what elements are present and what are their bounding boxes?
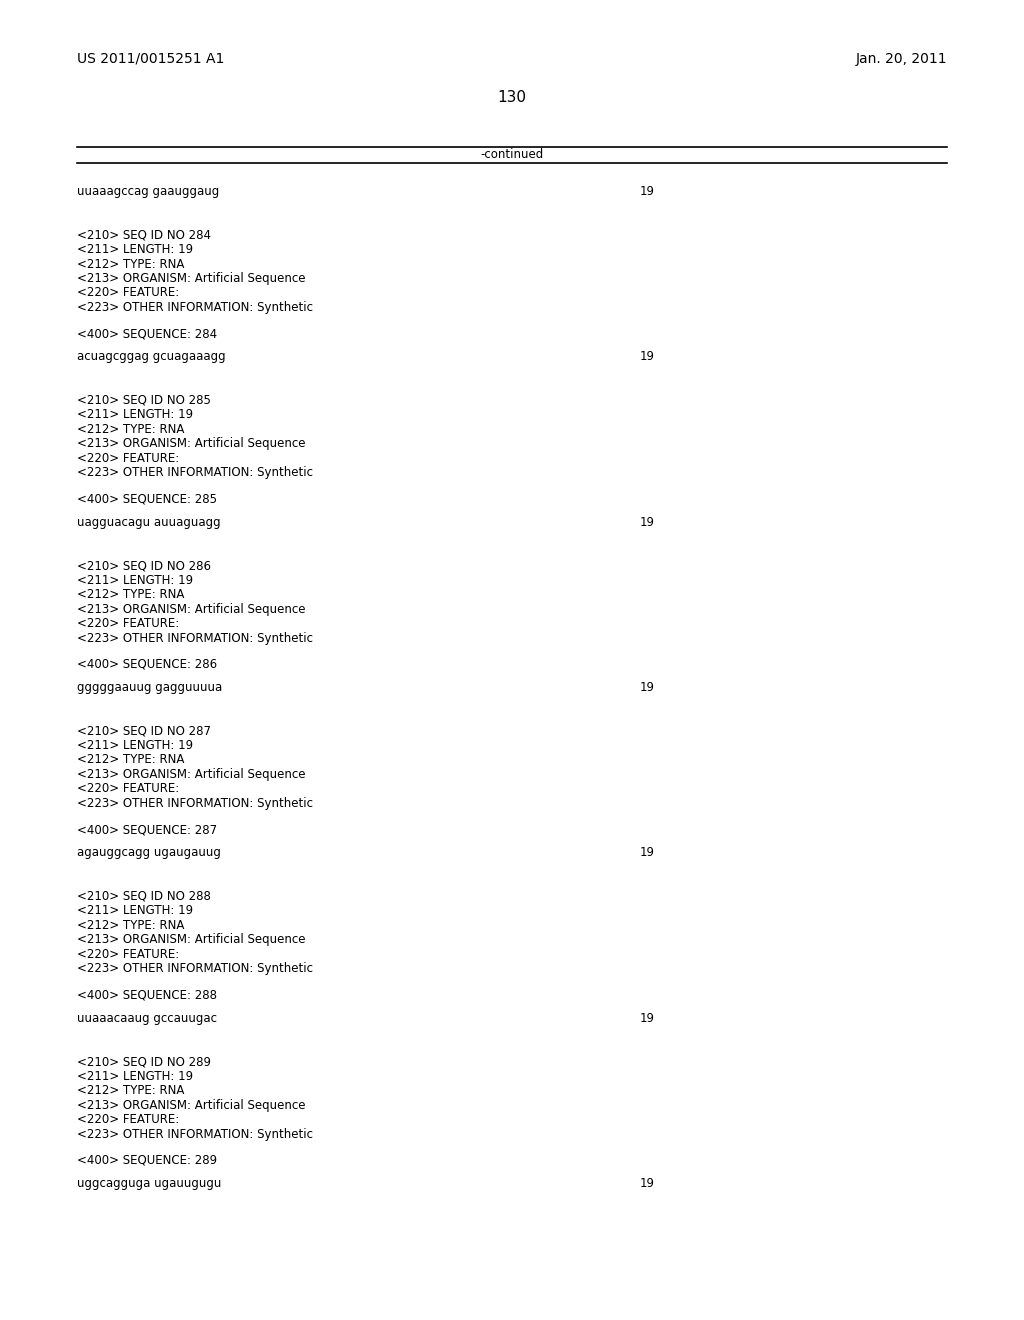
Text: <210> SEQ ID NO 284: <210> SEQ ID NO 284 <box>77 228 211 242</box>
Text: 19: 19 <box>640 350 655 363</box>
Text: <211> LENGTH: 19: <211> LENGTH: 19 <box>77 574 194 586</box>
Text: <210> SEQ ID NO 285: <210> SEQ ID NO 285 <box>77 393 211 407</box>
Text: <212> TYPE: RNA: <212> TYPE: RNA <box>77 257 184 271</box>
Text: <400> SEQUENCE: 289: <400> SEQUENCE: 289 <box>77 1154 217 1167</box>
Text: uagguacagu auuaguagg: uagguacagu auuaguagg <box>77 516 220 528</box>
Text: <223> OTHER INFORMATION: Synthetic: <223> OTHER INFORMATION: Synthetic <box>77 466 313 479</box>
Text: <220> FEATURE:: <220> FEATURE: <box>77 783 179 796</box>
Text: gggggaauug gagguuuua: gggggaauug gagguuuua <box>77 681 222 694</box>
Text: <220> FEATURE:: <220> FEATURE: <box>77 1113 179 1126</box>
Text: <213> ORGANISM: Artificial Sequence: <213> ORGANISM: Artificial Sequence <box>77 603 305 615</box>
Text: <212> TYPE: RNA: <212> TYPE: RNA <box>77 919 184 932</box>
Text: 19: 19 <box>640 516 655 528</box>
Text: <223> OTHER INFORMATION: Synthetic: <223> OTHER INFORMATION: Synthetic <box>77 962 313 975</box>
Text: uuaaagccag gaauggaug: uuaaagccag gaauggaug <box>77 185 219 198</box>
Text: <223> OTHER INFORMATION: Synthetic: <223> OTHER INFORMATION: Synthetic <box>77 301 313 314</box>
Text: <212> TYPE: RNA: <212> TYPE: RNA <box>77 754 184 767</box>
Text: <213> ORGANISM: Artificial Sequence: <213> ORGANISM: Artificial Sequence <box>77 437 305 450</box>
Text: US 2011/0015251 A1: US 2011/0015251 A1 <box>77 51 224 66</box>
Text: uggcagguga ugauugugu: uggcagguga ugauugugu <box>77 1177 221 1189</box>
Text: <213> ORGANISM: Artificial Sequence: <213> ORGANISM: Artificial Sequence <box>77 933 305 946</box>
Text: <400> SEQUENCE: 287: <400> SEQUENCE: 287 <box>77 822 217 836</box>
Text: 19: 19 <box>640 681 655 694</box>
Text: 19: 19 <box>640 185 655 198</box>
Text: <400> SEQUENCE: 288: <400> SEQUENCE: 288 <box>77 989 217 1002</box>
Text: <220> FEATURE:: <220> FEATURE: <box>77 618 179 630</box>
Text: <210> SEQ ID NO 288: <210> SEQ ID NO 288 <box>77 890 211 903</box>
Text: uuaaacaaug gccauugac: uuaaacaaug gccauugac <box>77 1011 217 1024</box>
Text: <400> SEQUENCE: 285: <400> SEQUENCE: 285 <box>77 492 217 506</box>
Text: agauggcagg ugaugauug: agauggcagg ugaugauug <box>77 846 221 859</box>
Text: <220> FEATURE:: <220> FEATURE: <box>77 286 179 300</box>
Text: <220> FEATURE:: <220> FEATURE: <box>77 451 179 465</box>
Text: <210> SEQ ID NO 286: <210> SEQ ID NO 286 <box>77 560 211 572</box>
Text: <211> LENGTH: 19: <211> LENGTH: 19 <box>77 1069 194 1082</box>
Text: <212> TYPE: RNA: <212> TYPE: RNA <box>77 1084 184 1097</box>
Text: 130: 130 <box>498 90 526 106</box>
Text: <400> SEQUENCE: 286: <400> SEQUENCE: 286 <box>77 657 217 671</box>
Text: 19: 19 <box>640 1011 655 1024</box>
Text: <213> ORGANISM: Artificial Sequence: <213> ORGANISM: Artificial Sequence <box>77 272 305 285</box>
Text: <223> OTHER INFORMATION: Synthetic: <223> OTHER INFORMATION: Synthetic <box>77 797 313 810</box>
Text: <212> TYPE: RNA: <212> TYPE: RNA <box>77 422 184 436</box>
Text: 19: 19 <box>640 1177 655 1189</box>
Text: <210> SEQ ID NO 287: <210> SEQ ID NO 287 <box>77 725 211 738</box>
Text: <211> LENGTH: 19: <211> LENGTH: 19 <box>77 904 194 917</box>
Text: <213> ORGANISM: Artificial Sequence: <213> ORGANISM: Artificial Sequence <box>77 1098 305 1111</box>
Text: <212> TYPE: RNA: <212> TYPE: RNA <box>77 589 184 601</box>
Text: <211> LENGTH: 19: <211> LENGTH: 19 <box>77 408 194 421</box>
Text: -continued: -continued <box>480 148 544 161</box>
Text: <210> SEQ ID NO 289: <210> SEQ ID NO 289 <box>77 1055 211 1068</box>
Text: Jan. 20, 2011: Jan. 20, 2011 <box>855 51 947 66</box>
Text: <223> OTHER INFORMATION: Synthetic: <223> OTHER INFORMATION: Synthetic <box>77 631 313 644</box>
Text: <220> FEATURE:: <220> FEATURE: <box>77 948 179 961</box>
Text: <211> LENGTH: 19: <211> LENGTH: 19 <box>77 739 194 752</box>
Text: acuagcggag gcuagaaagg: acuagcggag gcuagaaagg <box>77 350 225 363</box>
Text: <213> ORGANISM: Artificial Sequence: <213> ORGANISM: Artificial Sequence <box>77 768 305 781</box>
Text: <211> LENGTH: 19: <211> LENGTH: 19 <box>77 243 194 256</box>
Text: 19: 19 <box>640 846 655 859</box>
Text: <223> OTHER INFORMATION: Synthetic: <223> OTHER INFORMATION: Synthetic <box>77 1127 313 1140</box>
Text: <400> SEQUENCE: 284: <400> SEQUENCE: 284 <box>77 327 217 341</box>
